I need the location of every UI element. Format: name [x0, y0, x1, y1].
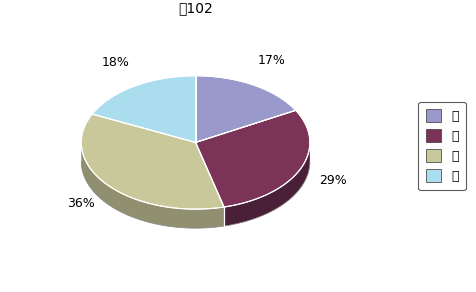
- Polygon shape: [195, 110, 309, 207]
- Polygon shape: [81, 142, 224, 228]
- Title: 問102: 問102: [178, 1, 212, 15]
- Text: 36%: 36%: [67, 197, 94, 210]
- Polygon shape: [92, 76, 195, 142]
- Text: 29%: 29%: [318, 174, 346, 187]
- Polygon shape: [81, 114, 224, 209]
- Text: 17%: 17%: [257, 54, 285, 67]
- Text: 18%: 18%: [101, 55, 129, 69]
- Legend: ア, イ, ウ, エ: ア, イ, ウ, エ: [417, 102, 465, 190]
- Polygon shape: [195, 76, 295, 142]
- Polygon shape: [224, 142, 309, 226]
